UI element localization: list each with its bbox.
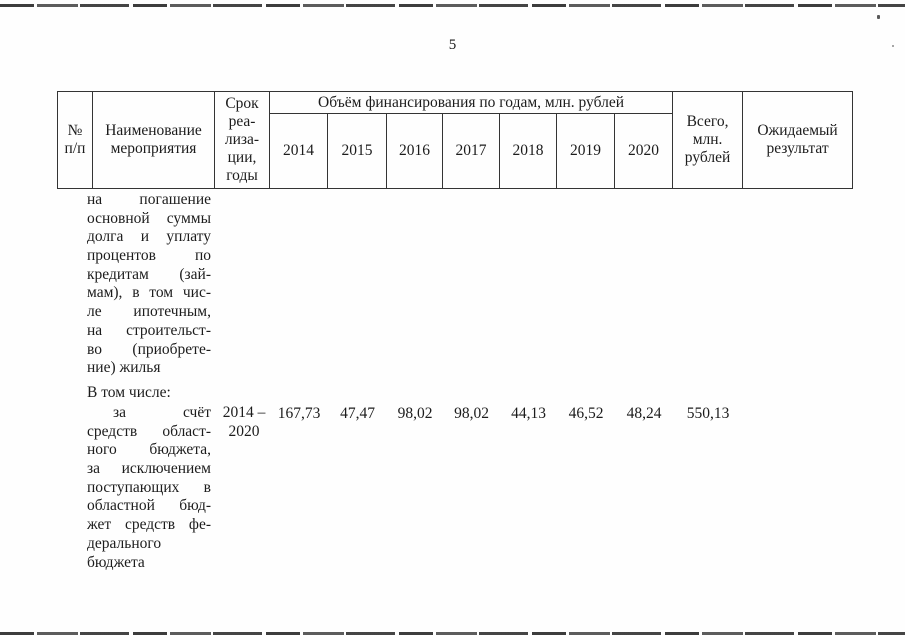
financing-table: № п/п Наименование мероприятия Срок реа-… bbox=[57, 91, 854, 189]
funding-source-paragraph: за счёт средств област- ного бюджета, за… bbox=[87, 404, 211, 572]
text-line: за исключением bbox=[87, 460, 211, 478]
text-line: ние) жилья bbox=[87, 359, 161, 377]
col-header-volume-title: Объём финансирования по годам, млн. рубл… bbox=[268, 91, 674, 114]
value-total: 550,13 bbox=[686, 405, 730, 422]
col-header-total: Всего, млн. рублей bbox=[672, 91, 744, 189]
text-line: кредитам (зай- bbox=[87, 265, 211, 283]
text-line: на погашение bbox=[87, 191, 211, 208]
col-header-num: № п/п bbox=[57, 91, 93, 189]
scan-edge-bottom bbox=[0, 632, 905, 635]
measure-description-paragraph: на погашение основной суммы долга и упла… bbox=[87, 191, 211, 378]
col-header-name: Наименование мероприятия bbox=[92, 91, 215, 189]
col-header-expected-result: Ожидаемый результат bbox=[742, 91, 854, 189]
text-line: ного бюджета, bbox=[87, 441, 211, 459]
text-line: за счёт bbox=[113, 404, 211, 421]
scan-speck bbox=[877, 15, 880, 19]
text-line: областной бюд- bbox=[87, 497, 211, 515]
page-number: 5 bbox=[448, 37, 457, 53]
text-line: жет средств фе- bbox=[87, 516, 211, 534]
value-2016: 98,02 bbox=[397, 405, 433, 422]
year-header-2020: 2020 bbox=[613, 113, 674, 189]
value-2018: 44,13 bbox=[511, 405, 546, 422]
value-2020: 48,24 bbox=[626, 405, 662, 422]
value-2014: 167,73 bbox=[277, 405, 321, 422]
subtotal-label: В том числе: bbox=[87, 384, 171, 401]
row-term-years: 2014 – 2020 bbox=[222, 404, 266, 440]
year-header-2018: 2018 bbox=[499, 113, 557, 189]
text-line: бюджета bbox=[87, 553, 145, 571]
text-line: дерального bbox=[87, 534, 162, 552]
text-line: мам), в том чис- bbox=[87, 284, 211, 302]
year-header-2017: 2017 bbox=[442, 113, 500, 189]
value-2019: 46,52 bbox=[568, 405, 604, 422]
year-header-2019: 2019 bbox=[556, 113, 615, 189]
text-line: во (приобрете- bbox=[87, 340, 211, 358]
text-line: на строительст- bbox=[87, 321, 211, 339]
col-header-term: Срок реа- лиза- ции, годы bbox=[214, 91, 270, 189]
scan-edge-top bbox=[0, 4, 905, 7]
text-line: процентов по bbox=[87, 247, 211, 265]
text-line: ле ипотечным, bbox=[87, 303, 211, 321]
value-2017: 98,02 bbox=[454, 405, 489, 422]
text-line: основной суммы bbox=[87, 209, 211, 227]
year-header-2015: 2015 bbox=[327, 113, 387, 189]
text-line: средств област- bbox=[87, 422, 211, 440]
year-header-2014: 2014 bbox=[269, 113, 328, 189]
year-header-2016: 2016 bbox=[386, 113, 443, 189]
value-2015: 47,47 bbox=[340, 405, 375, 422]
scan-speck bbox=[892, 45, 894, 47]
text-line: долга и уплату bbox=[87, 228, 211, 246]
text-line: поступающих в bbox=[87, 478, 211, 496]
